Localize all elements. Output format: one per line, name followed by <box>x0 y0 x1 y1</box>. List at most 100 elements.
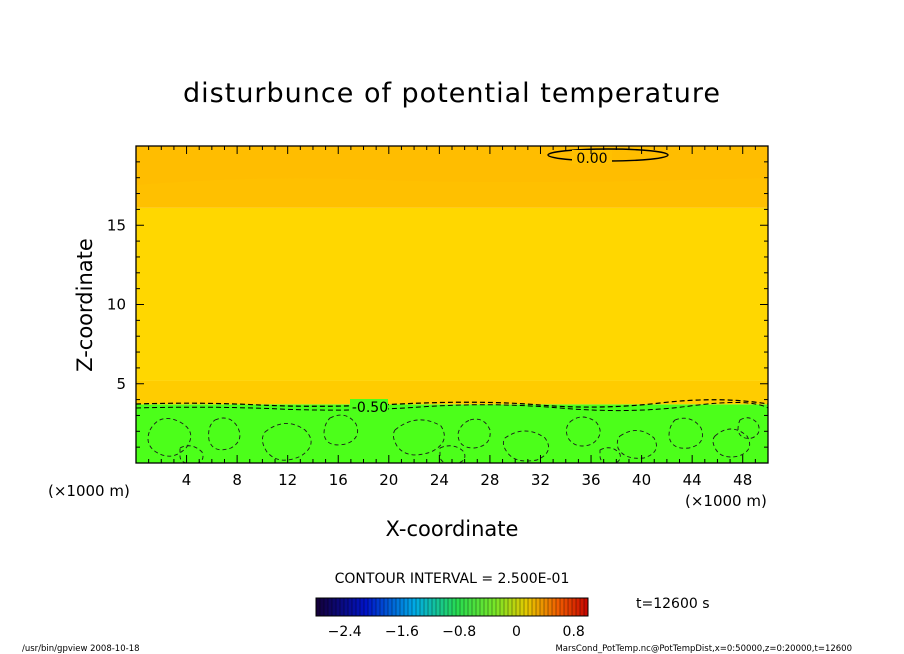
dashed-contour-7 <box>565 416 601 447</box>
colorbar-cell <box>452 598 456 616</box>
colorbar-cell <box>468 598 472 616</box>
colorbar-cell <box>320 598 324 616</box>
footer-right: MarsCond_PotTemp.nc@PotTempDist,x=0:5000… <box>555 644 852 654</box>
dashed-contour-11 <box>737 417 760 439</box>
x-axis-ticks: 4 8 12 16 20 24 28 32 36 40 44 48 <box>135 146 769 489</box>
colorbar-tick-label: −2.4 <box>328 624 362 640</box>
colorbar-cell <box>492 598 496 616</box>
colorbar-cell <box>500 598 504 616</box>
colorbar-cell <box>336 598 340 616</box>
x-tick-label: 24 <box>430 471 449 489</box>
colorbar-cell <box>368 598 372 616</box>
dashed-contour-5 <box>457 418 491 449</box>
colorbar-cell <box>356 598 360 616</box>
colorbar-cell <box>544 598 548 616</box>
dashed-contour-9 <box>668 417 703 449</box>
colorbar-cell <box>388 598 392 616</box>
colorbar-cell <box>584 598 588 616</box>
colorbar-cell <box>548 598 552 616</box>
colorbar-cell <box>424 598 428 616</box>
colorbar-cell <box>364 598 368 616</box>
colorbar-cell <box>400 598 404 616</box>
colorbar-cell <box>352 598 356 616</box>
colorbar-cell <box>344 598 348 616</box>
y-tick-label: 5 <box>116 375 126 393</box>
colorbar-cell <box>420 598 424 616</box>
colorbar-cell <box>464 598 468 616</box>
x-tick-label: 36 <box>581 471 600 489</box>
colorbar-cell <box>504 598 508 616</box>
contour-neg-075 <box>135 401 769 412</box>
colorbar-cell <box>376 598 380 616</box>
plot-area <box>136 146 768 463</box>
colorbar-cell <box>392 598 396 616</box>
contour-label-zero: 0.00 <box>576 151 607 167</box>
colorbar-tick-label: 0 <box>512 624 521 640</box>
x-tick-label: 20 <box>379 471 398 489</box>
dashed-contour-2 <box>262 423 312 461</box>
dashed-contour-0 <box>147 417 192 457</box>
colorbar-cell <box>360 598 364 616</box>
contour-label-bg-neg <box>350 399 388 413</box>
colorbar-cell <box>316 598 320 616</box>
x-tick-label: 48 <box>733 471 752 489</box>
dashed-contour-6 <box>502 430 550 462</box>
fill-bands <box>136 146 768 463</box>
colorbar-cell <box>340 598 344 616</box>
colorbar-cell <box>436 598 440 616</box>
dashed-contour-10 <box>712 428 751 458</box>
colorbar-cell <box>372 598 376 616</box>
dashed-contours <box>147 414 760 463</box>
y-axis-ticks: 5 10 15 <box>107 145 768 464</box>
contour-interval: CONTOUR INTERVAL = 2.500E-01 <box>335 571 570 587</box>
y-axis-label: Z-coordinate <box>73 238 97 372</box>
colorbar-cell <box>324 598 328 616</box>
colorbar-cell <box>448 598 452 616</box>
footer-left: /usr/bin/gpview 2008-10-18 <box>22 644 140 654</box>
colorbar-cell <box>516 598 520 616</box>
colorbar-cell <box>520 598 524 616</box>
x-unit-left: (×1000 m) <box>48 482 130 500</box>
colorbar-tick-label: −1.6 <box>385 624 419 640</box>
colorbar-cell <box>572 598 576 616</box>
x-tick-label: 40 <box>632 471 651 489</box>
dashed-contour-8 <box>616 430 657 459</box>
x-tick-label: 4 <box>182 471 192 489</box>
y-tick-label: 10 <box>107 296 126 314</box>
dashed-contour-1 <box>208 417 241 451</box>
colorbar-cell <box>528 598 532 616</box>
x-tick-label: 12 <box>278 471 297 489</box>
colorbar-cell <box>556 598 560 616</box>
colorbar-cell <box>396 598 400 616</box>
fill-band-2 <box>136 207 768 381</box>
colorbar-cell <box>512 598 516 616</box>
colorbar-cell <box>568 598 572 616</box>
colorbar-cell <box>564 598 568 616</box>
colorbar-cell <box>580 598 584 616</box>
x-axis-label: X-coordinate <box>386 517 519 541</box>
colorbar-cell <box>532 598 536 616</box>
colorbar-cell <box>416 598 420 616</box>
colorbar-cell <box>456 598 460 616</box>
colorbar-cell <box>524 598 528 616</box>
colorbar-tick-label: −0.8 <box>442 624 476 640</box>
colorbar-cell <box>428 598 432 616</box>
colorbar-cell <box>540 598 544 616</box>
colorbar-cell <box>480 598 484 616</box>
x-unit-right: (×1000 m) <box>685 492 767 510</box>
colorbar <box>315 598 588 616</box>
colorbar-cell <box>432 598 436 616</box>
colorbar-ticks: −2.4 −1.6 −0.8 0 0.8 <box>328 624 585 640</box>
colorbar-cell <box>488 598 492 616</box>
chart-title: disturbunce of potential temperature <box>183 78 721 109</box>
contour-neg-050 <box>135 399 769 408</box>
colorbar-cell <box>472 598 476 616</box>
dashed-contour-14 <box>599 447 621 463</box>
x-tick-label: 8 <box>232 471 242 489</box>
colorbar-cell <box>384 598 388 616</box>
colorbar-cell <box>332 598 336 616</box>
colorbar-cell <box>536 598 540 616</box>
colorbar-cell <box>484 598 488 616</box>
colorbar-cell <box>508 598 512 616</box>
